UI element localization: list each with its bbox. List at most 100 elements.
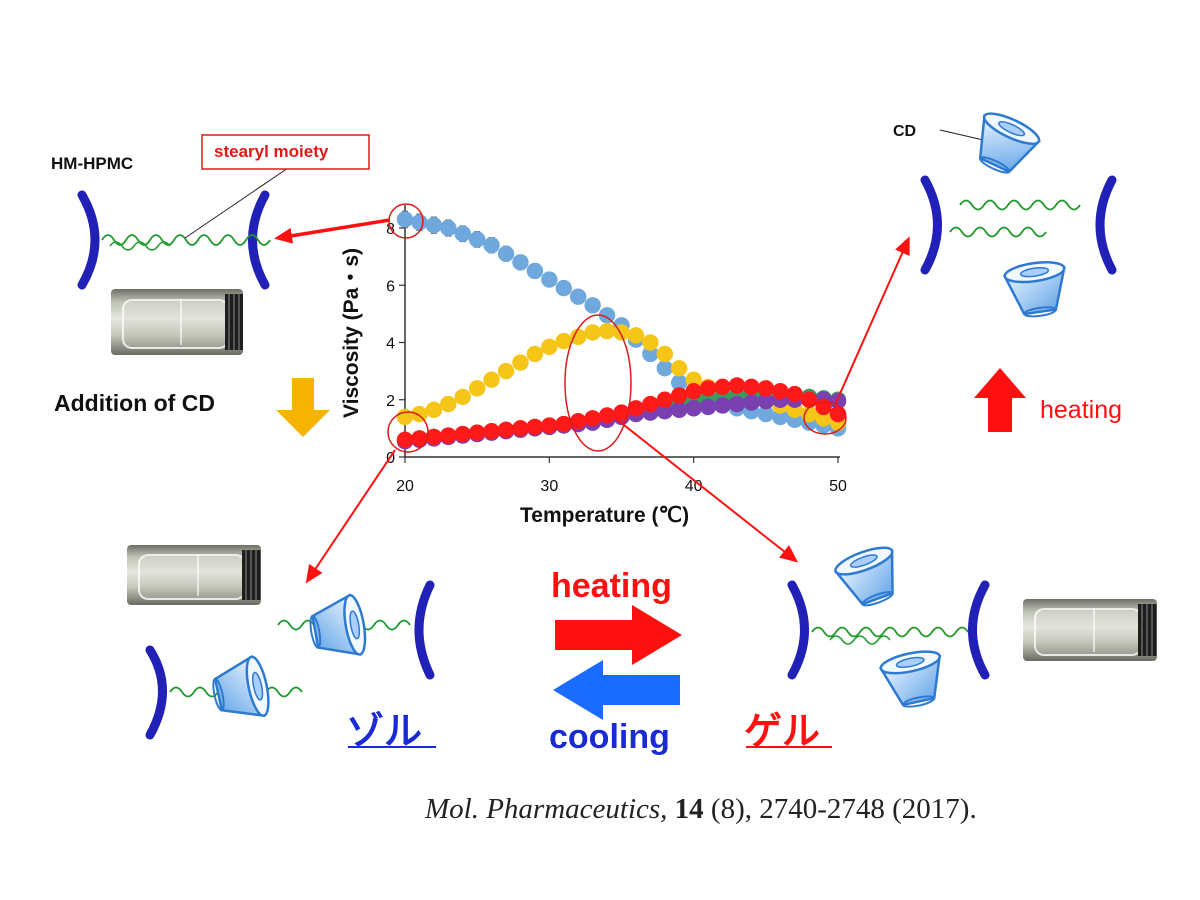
data-point-series-1 — [642, 345, 659, 363]
data-point-series-4 — [699, 398, 717, 416]
heating-label-right: heating — [1040, 396, 1123, 424]
stearyl-chain — [101, 234, 271, 246]
data-point-series-5 — [627, 400, 645, 417]
data-point-series-2 — [627, 327, 645, 344]
data-point-series-1 — [468, 231, 486, 248]
cd-icon — [877, 646, 951, 713]
data-point-series-5 — [757, 380, 775, 397]
data-point-series-5 — [425, 428, 443, 446]
data-point-series-1 — [570, 288, 587, 305]
cd-icon — [964, 106, 1044, 183]
x-axis-label: Temperature (℃) — [520, 504, 690, 527]
y-tick-label: 0 — [386, 450, 395, 467]
data-point-series-2 — [815, 410, 832, 427]
data-point-series-2 — [570, 328, 587, 345]
arrow-to-heated — [834, 236, 910, 406]
citation: Mol. Pharmaceutics, 14 (8), 2740-2748 (2… — [425, 793, 977, 826]
polymer-bracket-left — [920, 175, 942, 275]
data-point-series-5 — [829, 405, 847, 423]
data-point-series-2 — [411, 405, 428, 423]
data-point-series-5 — [613, 404, 630, 421]
vial-photo-gel — [1023, 599, 1157, 661]
x-tick-label: 40 — [685, 478, 703, 495]
stearyl-label-box — [201, 134, 370, 170]
highlight-circle-bottom-left — [387, 411, 429, 453]
data-point-series-5 — [800, 391, 818, 408]
heating-up-arrow — [974, 368, 1026, 432]
data-point-series-5 — [454, 425, 471, 443]
data-point-series-2 — [656, 345, 673, 363]
data-point-series-5 — [483, 423, 500, 440]
data-point-series-2 — [671, 360, 688, 377]
data-point-series-4 — [829, 392, 847, 410]
data-point-series-2 — [454, 388, 471, 406]
citation-journal: Mol. Pharmaceutics, — [425, 793, 668, 825]
data-point-series-5 — [440, 427, 457, 444]
data-point-series-2 — [584, 324, 601, 341]
arrow-to-sol — [305, 449, 396, 584]
y-tick-label: 4 — [386, 336, 395, 353]
data-point-series-2 — [512, 354, 529, 371]
data-point-series-1 — [541, 271, 558, 288]
data-point-series-5 — [411, 430, 428, 447]
cd-icon — [1002, 257, 1072, 322]
x-tick-label: 20 — [396, 478, 414, 495]
vial-photo-sol — [127, 545, 261, 605]
y-tick-label: 2 — [386, 393, 395, 410]
data-point-series-1 — [396, 211, 414, 228]
cd-icon — [304, 592, 371, 664]
highlight-circles — [387, 203, 847, 453]
data-point-series-5 — [642, 395, 659, 413]
data-point-series-2 — [483, 371, 500, 388]
data-point-series-5 — [815, 398, 832, 416]
vial-photo-initial — [111, 289, 243, 355]
gel-schematic — [787, 541, 990, 713]
data-point-series-5 — [555, 415, 572, 433]
data-point-series-1 — [598, 307, 616, 324]
polymer-bracket-right — [248, 190, 270, 290]
stearyl-pointer-line — [184, 167, 289, 239]
data-point-series-5 — [541, 417, 558, 434]
data-point-series-5 — [570, 413, 587, 430]
data-point-series-1 — [483, 236, 500, 254]
citation-rest: (8), 2740-2748 (2017). — [710, 793, 977, 825]
hm-hpmc-label: HM-HPMC — [51, 154, 134, 173]
data-point-series-5 — [685, 382, 702, 400]
data-point-series-5 — [468, 424, 486, 441]
heating-right-arrow — [555, 605, 682, 665]
data-point-series-5 — [656, 391, 673, 408]
data-point-series-1 — [757, 405, 775, 423]
data-point-series-1 — [454, 225, 471, 242]
heating-label-center: heating — [551, 567, 672, 605]
data-point-series-2 — [526, 345, 544, 363]
data-point-series-2 — [425, 401, 443, 418]
data-point-series-4 — [671, 401, 688, 418]
data-point-series-5 — [396, 431, 414, 449]
stearyl-chain — [811, 626, 969, 638]
highlight-circle-right — [803, 401, 847, 435]
sol-schematic — [145, 580, 435, 740]
data-point-series-5 — [598, 407, 616, 424]
data-point-series-5 — [786, 385, 803, 403]
cooling-left-arrow — [553, 660, 680, 720]
data-point-series-1 — [411, 214, 428, 231]
data-point-series-2 — [555, 332, 572, 350]
data-point-series-4 — [743, 394, 760, 411]
data-point-series-2 — [541, 338, 558, 355]
polymer-bracket-right — [1095, 175, 1117, 275]
hm-hpmc-schematic — [77, 134, 370, 290]
polymer-bracket-right — [968, 580, 990, 680]
data-point-series-2 — [440, 395, 457, 413]
stearyl-chain — [949, 226, 1047, 238]
data-point-series-2 — [685, 371, 702, 388]
arrow-to-gel — [614, 417, 799, 563]
x-tick-label: 50 — [829, 478, 847, 495]
data-point-series-4 — [714, 397, 731, 414]
data-point-series-4 — [685, 400, 702, 417]
data-point-series-4 — [728, 395, 746, 413]
data-point-series-1 — [512, 254, 529, 271]
cooling-label-center: cooling — [549, 718, 670, 756]
data-point-series-2 — [468, 380, 486, 397]
stearyl-chain — [959, 199, 1081, 211]
